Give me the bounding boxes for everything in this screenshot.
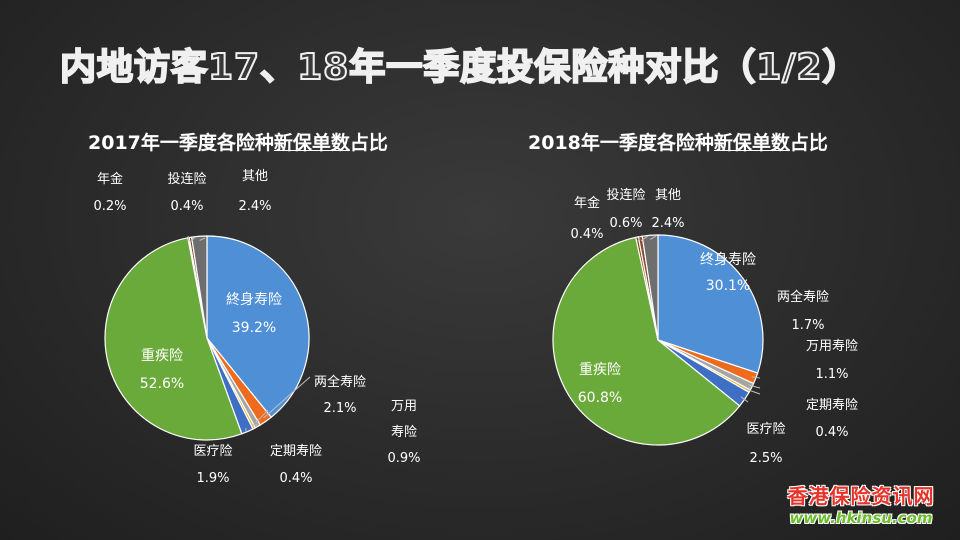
- slide-title: 内地访客17、18年一季度投保险种对比（1/2）: [59, 46, 860, 89]
- leader-line-2017-2: [263, 376, 311, 419]
- slice-label-2017-6: 重疾险: [141, 348, 183, 364]
- chart-title-2017: 2017年一季度各险种新保单数占比: [88, 128, 388, 155]
- slice-value-2017-3: 0.9%: [387, 451, 420, 466]
- chart-title-2018-prefix: 2018年一季度各险种: [528, 132, 714, 154]
- slice-value-2017-8: 0.4%: [170, 199, 203, 214]
- chart-title-2018-underlined: 新保单数: [713, 132, 790, 154]
- slice-label-2017-3-line1: 万用: [391, 399, 417, 414]
- slice-label-2017-2: 两全寿险: [314, 374, 366, 390]
- slice-value-2017-7: 0.2%: [93, 199, 126, 214]
- chart-title-2017-suffix: 占比: [349, 132, 388, 154]
- slice-label-2017-8: 投连险: [167, 171, 206, 187]
- slice-label-2017-3-line2: 寿险: [391, 425, 417, 440]
- chart-title-2017-underlined: 新保单数: [273, 132, 350, 154]
- slice-label-2017-4: 定期寿险: [270, 444, 322, 459]
- leader-line-2017-3: [255, 409, 269, 424]
- slice-value-2017-6: 52.6%: [140, 376, 184, 392]
- slice-label-2017-1: 終身寿险: [226, 291, 282, 308]
- pie-slice-2017-9: [191, 235, 208, 339]
- watermark-name: 香港保险资讯网: [787, 484, 935, 508]
- slice-label-2017-5: 医疗险: [193, 444, 232, 459]
- slice-value-2017-4: 0.4%: [279, 471, 312, 486]
- chart-title-2018-suffix: 占比: [789, 132, 828, 154]
- slice-value-2017-1: 39.2%: [232, 320, 276, 336]
- watermark-url: www.hkinsu.com: [789, 509, 933, 527]
- watermark: 香港保险资讯网 www.hkinsu.com: [776, 480, 946, 527]
- leader-line-2017-9: [199, 237, 206, 241]
- chart-title-2018: 2018年一季度各险种新保单数占比: [528, 128, 828, 155]
- slice-label-2017-9: 其他: [242, 169, 268, 184]
- pie-slice-2017-1: [206, 235, 310, 419]
- leader-line-2017-7: [187, 235, 190, 242]
- chart-title-2017-prefix: 2017年一季度各险种: [88, 132, 274, 154]
- slice-value-2017-5: 1.9%: [196, 471, 229, 486]
- leader-line-2017-8: [190, 236, 196, 242]
- slice-value-2017-9: 2.4%: [238, 199, 271, 214]
- slice-label-2017-7: 年金: [97, 171, 123, 187]
- slice-value-2017-2: 2.1%: [323, 401, 356, 416]
- pie-slice-2017-6: [104, 237, 243, 441]
